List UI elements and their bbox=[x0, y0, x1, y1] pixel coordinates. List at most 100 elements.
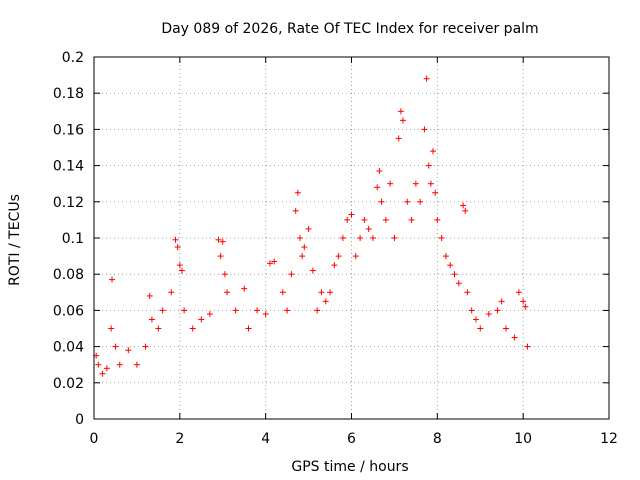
data-point bbox=[395, 135, 402, 142]
data-point bbox=[515, 289, 522, 296]
data-point bbox=[365, 225, 372, 232]
data-point bbox=[168, 289, 175, 296]
data-point bbox=[133, 361, 140, 368]
data-point bbox=[189, 325, 196, 332]
data-point bbox=[232, 307, 239, 314]
data-point bbox=[309, 267, 316, 274]
data-point bbox=[181, 307, 188, 314]
data-point bbox=[262, 311, 269, 318]
data-point bbox=[339, 235, 346, 241]
x-tick-label: 0 bbox=[90, 431, 99, 447]
data-point bbox=[451, 271, 458, 278]
data-point bbox=[352, 253, 359, 260]
data-point bbox=[318, 289, 325, 296]
data-point bbox=[442, 253, 449, 260]
data-point bbox=[522, 303, 529, 310]
data-point bbox=[397, 108, 404, 115]
data-point bbox=[387, 180, 394, 187]
x-tick-label: 10 bbox=[514, 431, 532, 447]
data-point bbox=[374, 184, 381, 191]
data-point bbox=[142, 343, 149, 350]
y-tick-label: 0.1 bbox=[62, 231, 84, 247]
data-point bbox=[494, 307, 501, 314]
data-point bbox=[116, 361, 123, 368]
y-tick-label: 0.02 bbox=[53, 376, 84, 392]
data-point bbox=[224, 289, 231, 296]
y-tick-label: 0.06 bbox=[53, 303, 84, 319]
x-tick-label: 6 bbox=[347, 431, 356, 447]
data-point bbox=[146, 292, 153, 299]
data-point bbox=[432, 189, 439, 196]
data-point bbox=[254, 307, 261, 314]
data-point bbox=[447, 262, 454, 269]
data-point bbox=[524, 343, 531, 350]
data-point bbox=[148, 316, 155, 323]
data-point bbox=[472, 316, 479, 323]
data-point bbox=[331, 262, 338, 269]
data-point bbox=[217, 253, 224, 260]
data-point bbox=[434, 216, 441, 223]
data-point bbox=[464, 289, 471, 296]
x-tick-label: 2 bbox=[175, 431, 184, 447]
data-point bbox=[455, 280, 462, 287]
data-point bbox=[301, 244, 308, 251]
data-point bbox=[305, 225, 312, 232]
data-point bbox=[109, 276, 116, 283]
data-point bbox=[485, 311, 492, 318]
data-point bbox=[219, 238, 226, 245]
data-point bbox=[369, 235, 376, 241]
data-point bbox=[206, 311, 213, 318]
data-point bbox=[468, 307, 475, 314]
data-point bbox=[327, 289, 334, 296]
grid bbox=[94, 57, 609, 419]
data-point bbox=[112, 343, 119, 350]
data-point bbox=[266, 260, 273, 267]
y-tick-label: 0.14 bbox=[53, 159, 84, 175]
data-points bbox=[93, 75, 531, 377]
x-tick-label: 12 bbox=[600, 431, 618, 447]
data-point bbox=[421, 126, 428, 133]
y-tick-label: 0.16 bbox=[53, 122, 84, 138]
y-tick-label: 0.12 bbox=[53, 195, 84, 211]
data-point bbox=[108, 325, 115, 332]
chart-title: Day 089 of 2026, Rate Of TEC Index for r… bbox=[161, 21, 538, 37]
y-tick-label: 0.18 bbox=[53, 86, 84, 102]
data-point bbox=[408, 216, 415, 223]
data-point bbox=[378, 198, 385, 205]
data-point bbox=[404, 198, 411, 205]
data-point bbox=[95, 361, 102, 368]
data-point bbox=[159, 307, 166, 314]
data-point bbox=[503, 325, 509, 332]
data-point bbox=[215, 236, 222, 243]
data-point bbox=[344, 216, 351, 223]
data-point bbox=[423, 75, 430, 82]
data-point bbox=[245, 325, 252, 332]
y-tick-label: 0.04 bbox=[53, 340, 84, 356]
x-axis-label: GPS time / hours bbox=[291, 459, 408, 475]
data-point bbox=[417, 198, 424, 205]
data-point bbox=[462, 207, 469, 214]
y-tick-label: 0 bbox=[75, 412, 84, 428]
data-point bbox=[174, 244, 181, 251]
data-point bbox=[271, 258, 278, 265]
data-point bbox=[400, 117, 406, 124]
data-point bbox=[288, 271, 295, 278]
data-point bbox=[438, 235, 445, 241]
data-point bbox=[477, 325, 484, 332]
data-point bbox=[382, 216, 389, 223]
axis-ticks bbox=[93, 56, 610, 420]
y-tick-label: 0.08 bbox=[53, 267, 84, 283]
data-point bbox=[294, 189, 301, 196]
data-point bbox=[198, 316, 205, 323]
data-point bbox=[297, 235, 303, 241]
y-tick-label: 0.2 bbox=[62, 50, 84, 66]
data-point bbox=[361, 216, 368, 223]
data-point bbox=[125, 347, 132, 354]
tick-labels: 0 0.02 0.04 0.06 0.08 0.1 0.12 0.14 0.16 0.18 0.2 0… bbox=[53, 50, 618, 447]
data-point bbox=[176, 262, 183, 269]
data-point bbox=[284, 307, 291, 314]
x-tick-label: 8 bbox=[433, 431, 442, 447]
data-point bbox=[511, 334, 518, 341]
